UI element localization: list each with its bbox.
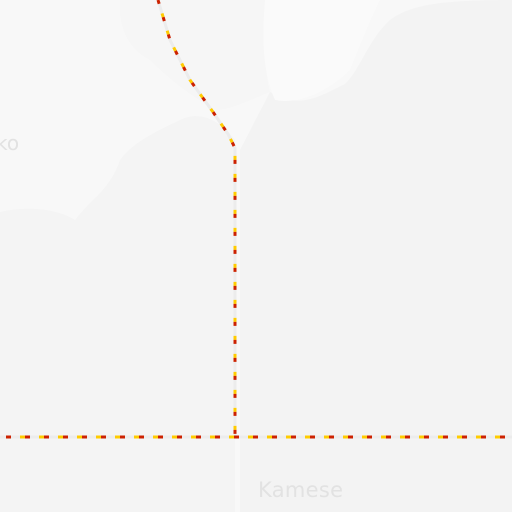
land-area-east xyxy=(240,0,512,512)
boundary-vertical-yellow xyxy=(156,0,237,437)
land-area-north xyxy=(119,0,270,110)
land-area-west xyxy=(0,116,235,512)
boundary-line xyxy=(6,0,512,439)
land-area-northeast xyxy=(263,0,380,101)
